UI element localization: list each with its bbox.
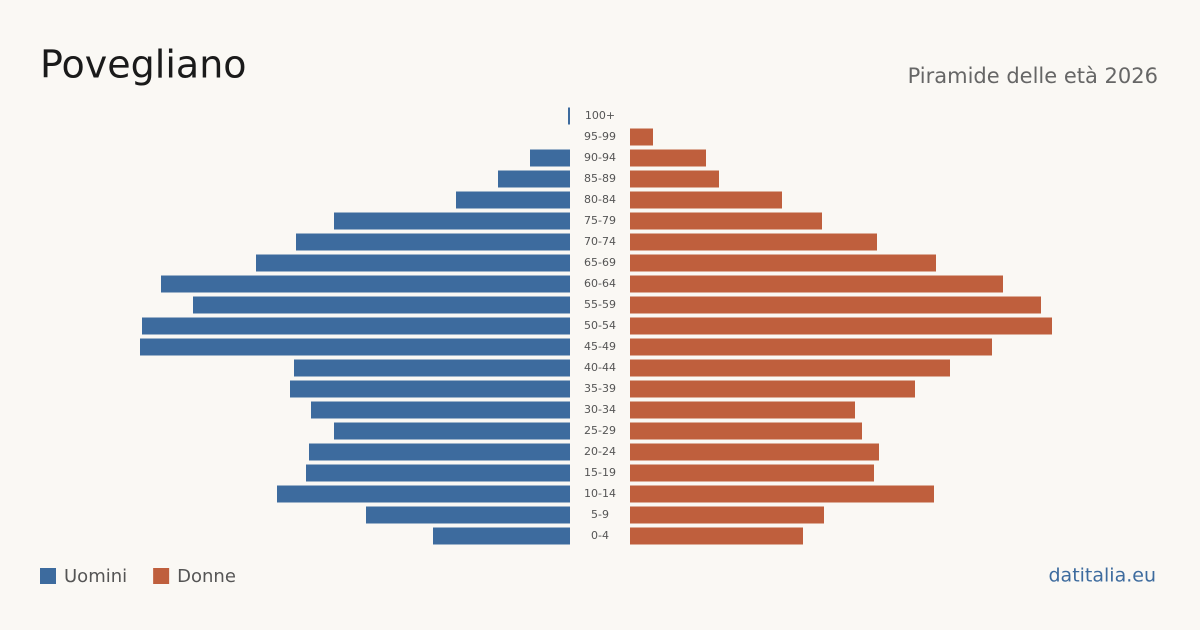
bar — [277, 485, 570, 503]
bar — [498, 170, 570, 188]
bar — [366, 506, 570, 524]
bar — [630, 338, 992, 356]
age-label: 0-4 — [591, 529, 609, 542]
age-label: 90-94 — [584, 151, 616, 164]
age-label: 20-24 — [584, 445, 616, 458]
bar — [630, 401, 855, 419]
bar — [140, 338, 570, 356]
bar — [630, 443, 879, 461]
bar — [456, 191, 570, 209]
age-label: 70-74 — [584, 235, 616, 248]
age-label: 95-99 — [584, 130, 616, 143]
legend-swatch — [40, 568, 56, 584]
legend-label: Donne — [177, 566, 236, 587]
legend-swatch — [153, 568, 170, 584]
bar — [568, 107, 570, 125]
age-label: 10-14 — [584, 487, 616, 500]
bar — [630, 485, 934, 503]
bar — [630, 128, 653, 146]
age-label: 75-79 — [584, 214, 616, 227]
bar — [630, 317, 1052, 335]
age-label: 5-9 — [591, 508, 609, 521]
bar — [290, 380, 570, 398]
age-label: 85-89 — [584, 172, 616, 185]
chart-title: Povegliano — [40, 43, 247, 87]
bar — [630, 170, 719, 188]
age-label: 30-34 — [584, 403, 616, 416]
age-label: 80-84 — [584, 193, 616, 206]
bar — [294, 359, 570, 377]
bar — [530, 149, 570, 167]
bar — [311, 401, 570, 419]
bar — [193, 296, 570, 314]
source: datitalia.eu — [1049, 565, 1157, 587]
bar — [630, 527, 803, 545]
bar — [306, 464, 570, 482]
bar — [296, 233, 570, 251]
age-label: 45-49 — [584, 340, 616, 353]
age-label: 60-64 — [584, 277, 616, 290]
bar — [630, 380, 915, 398]
age-label: 15-19 — [584, 466, 616, 479]
bar — [630, 275, 1003, 293]
age-label: 100+ — [585, 109, 615, 122]
bar — [630, 296, 1041, 314]
age-label: 55-59 — [584, 298, 616, 311]
bar — [142, 317, 570, 335]
bar — [630, 212, 822, 230]
bar — [630, 191, 782, 209]
bar — [630, 149, 706, 167]
bar — [630, 464, 874, 482]
bar — [334, 212, 570, 230]
bar — [630, 422, 862, 440]
age-label: 50-54 — [584, 319, 616, 332]
bar — [630, 254, 936, 272]
bar — [630, 506, 824, 524]
bar — [256, 254, 570, 272]
age-label: 35-39 — [584, 382, 616, 395]
bar — [334, 422, 570, 440]
bar — [161, 275, 570, 293]
legend-label: Uomini — [64, 566, 127, 587]
bar — [433, 527, 570, 545]
bar — [630, 359, 950, 377]
bar — [630, 233, 877, 251]
age-label: 65-69 — [584, 256, 616, 269]
age-label: 25-29 — [584, 424, 616, 437]
chart-subtitle: Piramide delle età 2026 — [908, 64, 1158, 88]
bar — [309, 443, 570, 461]
age-label: 40-44 — [584, 361, 616, 374]
